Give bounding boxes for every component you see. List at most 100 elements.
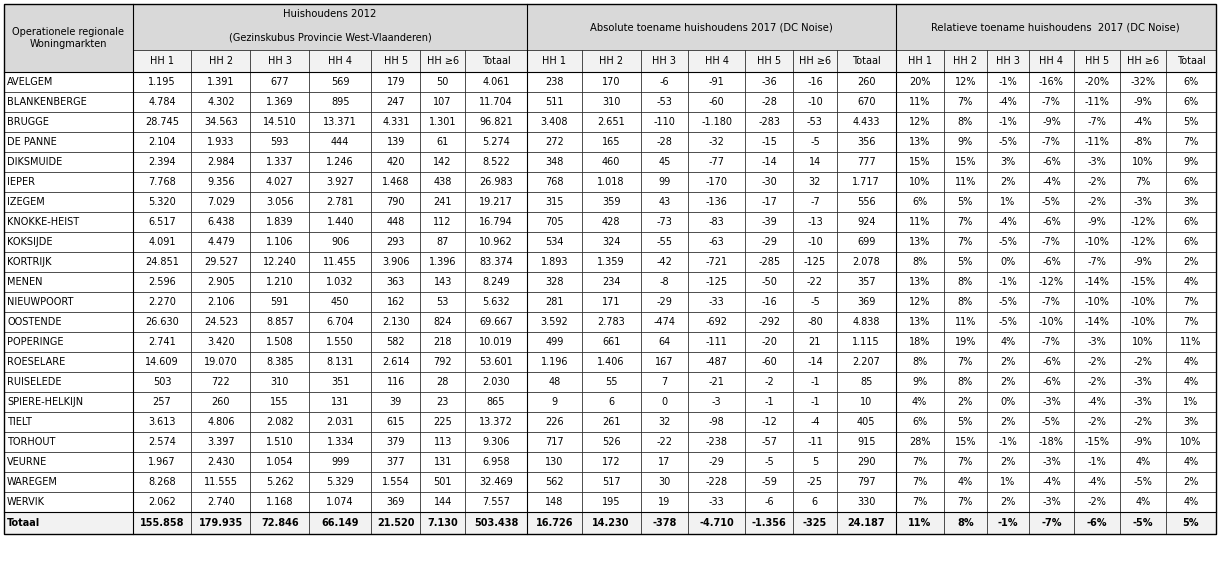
- Bar: [192, 412, 250, 432]
- Bar: [1166, 292, 1216, 312]
- Bar: [465, 412, 527, 432]
- Text: 4.838: 4.838: [853, 317, 880, 327]
- Bar: [943, 512, 987, 534]
- Text: 4.027: 4.027: [266, 177, 294, 187]
- Bar: [987, 452, 1028, 472]
- Text: -20: -20: [761, 337, 777, 347]
- Text: 6%: 6%: [911, 417, 927, 427]
- Bar: [837, 232, 895, 252]
- Text: 29.527: 29.527: [204, 257, 238, 267]
- Text: HH 1: HH 1: [543, 56, 566, 66]
- Text: -32: -32: [709, 137, 725, 147]
- Text: 4.784: 4.784: [148, 97, 176, 107]
- Bar: [1166, 252, 1216, 272]
- Bar: [250, 372, 309, 392]
- Bar: [192, 392, 250, 412]
- Text: 1.369: 1.369: [266, 97, 294, 107]
- Bar: [640, 272, 688, 292]
- Text: KOKSIJDE: KOKSIJDE: [7, 237, 52, 247]
- Bar: [309, 392, 371, 412]
- Bar: [745, 232, 793, 252]
- Bar: [4, 492, 133, 512]
- Text: -80: -80: [808, 317, 822, 327]
- Bar: [943, 50, 987, 72]
- Text: 1.406: 1.406: [598, 357, 625, 367]
- Bar: [987, 50, 1028, 72]
- Bar: [987, 472, 1028, 492]
- Bar: [688, 50, 745, 72]
- Bar: [4, 252, 133, 272]
- Text: 23: 23: [437, 397, 449, 407]
- Text: 4%: 4%: [1183, 357, 1198, 367]
- Text: 1.359: 1.359: [598, 257, 625, 267]
- Text: 7.130: 7.130: [427, 518, 458, 528]
- Text: 4.302: 4.302: [207, 97, 234, 107]
- Bar: [371, 472, 421, 492]
- Bar: [640, 232, 688, 252]
- Text: 10%: 10%: [909, 177, 930, 187]
- Text: 131: 131: [331, 397, 349, 407]
- Bar: [987, 312, 1028, 332]
- Text: -16: -16: [808, 77, 822, 87]
- Bar: [465, 92, 527, 112]
- Bar: [4, 112, 133, 132]
- Bar: [133, 72, 192, 92]
- Text: 113: 113: [433, 437, 451, 447]
- Text: 0%: 0%: [1000, 397, 1015, 407]
- Bar: [793, 50, 837, 72]
- Text: 11.704: 11.704: [479, 97, 512, 107]
- Text: DE PANNE: DE PANNE: [7, 137, 57, 147]
- Text: 19%: 19%: [954, 337, 976, 347]
- Bar: [640, 50, 688, 72]
- Text: 348: 348: [545, 157, 564, 167]
- Text: -1%: -1%: [998, 277, 1017, 287]
- Bar: [1120, 272, 1166, 292]
- Bar: [250, 112, 309, 132]
- Text: 4.061: 4.061: [482, 77, 510, 87]
- Bar: [371, 92, 421, 112]
- Text: -20%: -20%: [1085, 77, 1110, 87]
- Bar: [309, 212, 371, 232]
- Text: ROESELARE: ROESELARE: [7, 357, 65, 367]
- Text: 1.054: 1.054: [266, 457, 294, 467]
- Bar: [987, 252, 1028, 272]
- Bar: [688, 72, 745, 92]
- Bar: [371, 372, 421, 392]
- Text: -5%: -5%: [1133, 477, 1153, 487]
- Text: 499: 499: [545, 337, 564, 347]
- Bar: [527, 352, 582, 372]
- Bar: [987, 332, 1028, 352]
- Text: -1: -1: [810, 397, 820, 407]
- Bar: [421, 252, 465, 272]
- Text: 790: 790: [387, 197, 405, 207]
- Text: -13: -13: [808, 217, 822, 227]
- Bar: [987, 292, 1028, 312]
- Text: 4%: 4%: [1000, 337, 1015, 347]
- Bar: [582, 192, 640, 212]
- Text: 1.168: 1.168: [266, 497, 294, 507]
- Bar: [640, 212, 688, 232]
- Bar: [895, 192, 943, 212]
- Bar: [895, 352, 943, 372]
- Text: 717: 717: [545, 437, 564, 447]
- Bar: [793, 72, 837, 92]
- Text: 2.781: 2.781: [327, 197, 354, 207]
- Text: -15%: -15%: [1085, 437, 1110, 447]
- Text: KORTRIJK: KORTRIJK: [7, 257, 51, 267]
- Text: -5%: -5%: [1132, 518, 1153, 528]
- Bar: [640, 432, 688, 452]
- Bar: [133, 50, 192, 72]
- Text: RUISELEDE: RUISELEDE: [7, 377, 61, 387]
- Text: -125: -125: [804, 257, 826, 267]
- Text: -1.356: -1.356: [752, 518, 787, 528]
- Bar: [133, 192, 192, 212]
- Text: -1%: -1%: [998, 518, 1017, 528]
- Text: 2.130: 2.130: [382, 317, 410, 327]
- Bar: [527, 452, 582, 472]
- Text: 1.391: 1.391: [207, 77, 234, 87]
- Bar: [4, 212, 133, 232]
- Bar: [4, 432, 133, 452]
- Text: -59: -59: [761, 477, 777, 487]
- Text: 2.104: 2.104: [148, 137, 176, 147]
- Text: 66.149: 66.149: [322, 518, 359, 528]
